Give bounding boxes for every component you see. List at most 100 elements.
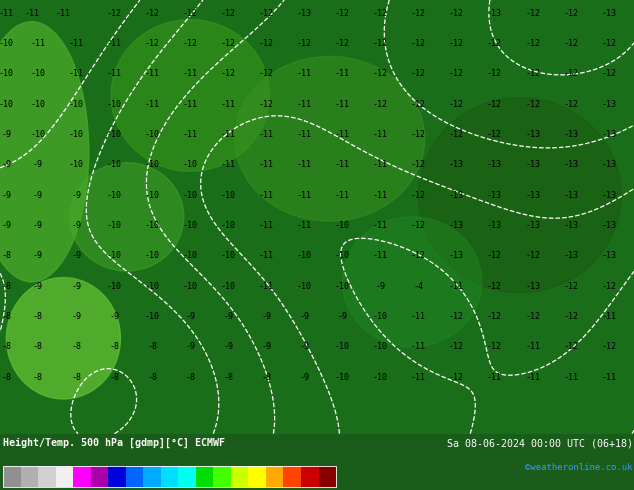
Ellipse shape xyxy=(418,98,621,293)
Bar xyxy=(318,466,336,487)
Ellipse shape xyxy=(342,217,482,347)
Text: -9: -9 xyxy=(223,312,233,321)
Text: -11: -11 xyxy=(525,373,540,382)
Text: -13: -13 xyxy=(525,282,540,291)
Text: -13: -13 xyxy=(601,251,616,260)
Text: -12: -12 xyxy=(525,39,540,48)
Text: -9: -9 xyxy=(337,312,347,321)
Text: -12: -12 xyxy=(525,69,540,78)
Text: -10: -10 xyxy=(183,160,198,169)
Text: -10: -10 xyxy=(335,282,350,291)
Bar xyxy=(214,466,231,487)
Text: -11: -11 xyxy=(411,373,426,382)
Text: -12: -12 xyxy=(259,99,274,109)
Text: -9: -9 xyxy=(299,343,309,351)
Text: -13: -13 xyxy=(563,251,578,260)
Text: -12: -12 xyxy=(487,99,502,109)
Text: -8: -8 xyxy=(71,373,81,382)
Text: -10: -10 xyxy=(145,221,160,230)
Text: -12: -12 xyxy=(259,39,274,48)
Text: -10: -10 xyxy=(221,191,236,199)
Bar xyxy=(3,466,21,487)
Text: -12: -12 xyxy=(449,373,464,382)
Text: -9: -9 xyxy=(33,221,43,230)
Text: -9: -9 xyxy=(299,373,309,382)
Text: -8: -8 xyxy=(147,373,157,382)
Text: -9: -9 xyxy=(33,160,43,169)
Text: -9: -9 xyxy=(1,191,11,199)
Text: -9: -9 xyxy=(71,251,81,260)
Text: -8: -8 xyxy=(33,312,43,321)
Text: -13: -13 xyxy=(563,130,578,139)
Text: -12: -12 xyxy=(449,130,464,139)
Text: -11: -11 xyxy=(145,69,160,78)
Text: -12: -12 xyxy=(601,343,616,351)
Text: -13: -13 xyxy=(487,160,502,169)
Text: -10: -10 xyxy=(0,69,14,78)
Text: -10: -10 xyxy=(145,160,160,169)
Text: Sa 08-06-2024 00:00 UTC (06+18): Sa 08-06-2024 00:00 UTC (06+18) xyxy=(447,438,633,448)
Text: -12: -12 xyxy=(487,282,502,291)
Text: -12: -12 xyxy=(297,39,312,48)
Text: -12: -12 xyxy=(335,39,350,48)
Text: -13: -13 xyxy=(601,130,616,139)
Bar xyxy=(126,466,143,487)
Text: -8: -8 xyxy=(1,312,11,321)
Text: -11: -11 xyxy=(145,99,160,109)
Text: -12: -12 xyxy=(411,99,426,109)
Text: -11: -11 xyxy=(297,191,312,199)
Text: -9: -9 xyxy=(33,251,43,260)
Text: -12: -12 xyxy=(259,8,274,18)
Text: -11: -11 xyxy=(297,130,312,139)
Text: -8: -8 xyxy=(1,282,11,291)
Text: -12: -12 xyxy=(373,99,388,109)
Ellipse shape xyxy=(0,22,89,282)
Text: -12: -12 xyxy=(563,69,578,78)
Bar xyxy=(249,466,266,487)
Text: -10: -10 xyxy=(221,282,236,291)
Text: -8: -8 xyxy=(33,373,43,382)
Text: -12: -12 xyxy=(221,69,236,78)
Text: -10: -10 xyxy=(145,251,160,260)
Text: -12: -12 xyxy=(487,251,502,260)
Text: -13: -13 xyxy=(601,8,616,18)
Text: -12: -12 xyxy=(601,282,616,291)
Bar xyxy=(91,466,108,487)
Text: -11: -11 xyxy=(411,312,426,321)
Text: -11: -11 xyxy=(373,160,388,169)
Text: -12: -12 xyxy=(145,39,160,48)
Text: -9: -9 xyxy=(71,191,81,199)
Text: -11: -11 xyxy=(259,282,274,291)
Text: -10: -10 xyxy=(373,343,388,351)
Text: -12: -12 xyxy=(335,8,350,18)
Text: -11: -11 xyxy=(183,130,198,139)
Bar xyxy=(178,466,196,487)
Text: -9: -9 xyxy=(71,282,81,291)
Bar xyxy=(266,466,283,487)
Text: -11: -11 xyxy=(259,221,274,230)
Text: -12: -12 xyxy=(411,251,426,260)
Text: -9: -9 xyxy=(375,282,385,291)
Text: -11: -11 xyxy=(601,312,616,321)
Text: -8: -8 xyxy=(1,251,11,260)
Ellipse shape xyxy=(70,163,184,271)
Text: -13: -13 xyxy=(525,221,540,230)
Text: -12: -12 xyxy=(449,343,464,351)
Text: -11: -11 xyxy=(335,191,350,199)
Text: -8: -8 xyxy=(1,373,11,382)
Bar xyxy=(301,466,318,487)
Text: -10: -10 xyxy=(145,191,160,199)
Text: -10: -10 xyxy=(221,251,236,260)
Ellipse shape xyxy=(6,277,120,399)
Text: -11: -11 xyxy=(183,99,198,109)
Text: -10: -10 xyxy=(221,221,236,230)
Text: -12: -12 xyxy=(487,312,502,321)
Text: -12: -12 xyxy=(525,8,540,18)
Text: -11: -11 xyxy=(68,69,84,78)
Text: -11: -11 xyxy=(335,130,350,139)
Text: -10: -10 xyxy=(107,160,122,169)
Text: -10: -10 xyxy=(145,130,160,139)
Text: -12: -12 xyxy=(411,160,426,169)
Text: -11: -11 xyxy=(373,130,388,139)
Text: -13: -13 xyxy=(601,99,616,109)
